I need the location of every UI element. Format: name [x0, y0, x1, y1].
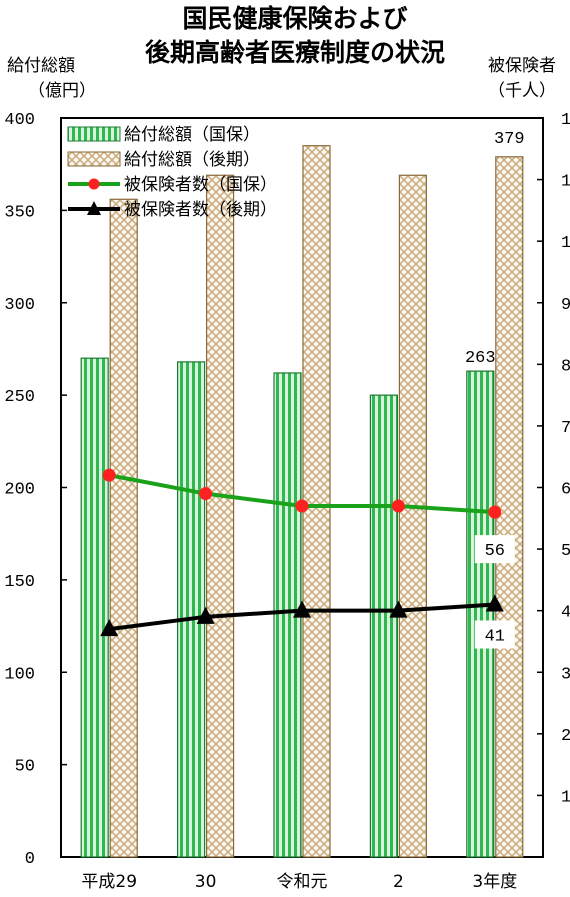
legend-marker [87, 201, 101, 215]
legend: 給付総額（国保） 給付総額（後期） 被保険者数（国保） 被保険者数（後期） [67, 125, 277, 220]
right-axis-tick-label: 1 [561, 173, 570, 192]
left-axis-label: 給付総額 [7, 56, 75, 76]
marker-kouki-point [196, 606, 215, 624]
left-axis-tick-label: 300 [4, 296, 35, 315]
legend-swatch [67, 126, 121, 142]
data-label-kokuho-total: 263 [465, 349, 496, 368]
left-axis-tick-label: 200 [4, 481, 35, 500]
bar-kouki [495, 156, 524, 858]
left-axis-tick-label: 350 [4, 203, 35, 222]
right-axis-unit: （千人） [488, 81, 556, 101]
data-label-kouki-insured-box [474, 620, 515, 649]
marker-kouki-point [389, 600, 408, 618]
right-axis-tick-label: 2 [561, 727, 570, 746]
marker-kokuho-point [295, 499, 309, 513]
legend-label: 給付総額（後期） [124, 150, 260, 170]
marker-kokuho-point [199, 487, 213, 501]
marker-kouki-point [293, 600, 311, 618]
right-axis-tick-label: 3 [561, 665, 570, 684]
legend-label: 給付総額（国保） [124, 125, 260, 145]
bar-kokuho [80, 357, 109, 858]
chart-title-line1: 国民健康保険および [182, 4, 408, 33]
bar-kouki [206, 174, 235, 858]
left-axis-tick-label: 100 [4, 665, 35, 684]
marker-kouki-point [100, 619, 119, 637]
right-axis-tick-label: 1 [561, 111, 570, 130]
left-axis-tick-label: 0 [25, 850, 35, 869]
chart-title-line2: 後期高齢者医療制度の状況 [144, 38, 445, 67]
right-axis-tick-label: 1 [561, 788, 570, 807]
bar-kouki [109, 198, 138, 858]
marker-kokuho-point [488, 505, 502, 519]
right-axis-tick-label: 9 [561, 296, 570, 315]
right-axis-label: 被保険者 [488, 56, 556, 76]
left-axis-tick-label: 400 [4, 111, 35, 130]
right-axis-tick-label: 1 [561, 234, 570, 253]
left-axis-tick-label: 150 [4, 573, 35, 592]
data-label-kokuho-insured: 56 [485, 542, 505, 561]
right-axis-tick-label: 8 [561, 357, 570, 376]
right-axis-tick-label: 7 [561, 419, 570, 438]
x-axis-label: 2 [393, 872, 404, 892]
right-axis-tick-label: 5 [561, 542, 570, 561]
marker-kouki-point [485, 594, 504, 612]
marker-kokuho-point [391, 499, 405, 513]
bar-kokuho [369, 394, 398, 858]
data-label-kouki-total: 379 [494, 130, 525, 149]
legend-marker [88, 178, 100, 190]
legend-label: 被保険者数（国保） [124, 175, 277, 195]
bar-kouki [302, 145, 331, 858]
x-axis-label: 令和元 [277, 872, 328, 892]
data-label-kouki-insured: 41 [485, 628, 505, 647]
marker-kokuho-point [102, 468, 116, 482]
legend-swatch [67, 151, 121, 167]
right-axis-tick-label: 4 [561, 604, 570, 623]
bar-kokuho [177, 361, 206, 858]
bar-kokuho [466, 370, 495, 858]
x-axis-label: 平成29 [81, 872, 137, 892]
bar-kouki [398, 174, 427, 858]
left-axis-unit: （億円） [28, 81, 96, 101]
legend-label: 被保険者数（後期） [124, 200, 277, 220]
left-axis-tick-label: 50 [15, 758, 35, 777]
x-axis-label: 3年度 [472, 872, 517, 892]
x-axis-label: 30 [195, 872, 217, 892]
data-label-kokuho-insured-box [474, 535, 515, 564]
right-axis-tick-label: 6 [561, 481, 570, 500]
left-axis-tick-label: 250 [4, 388, 35, 407]
